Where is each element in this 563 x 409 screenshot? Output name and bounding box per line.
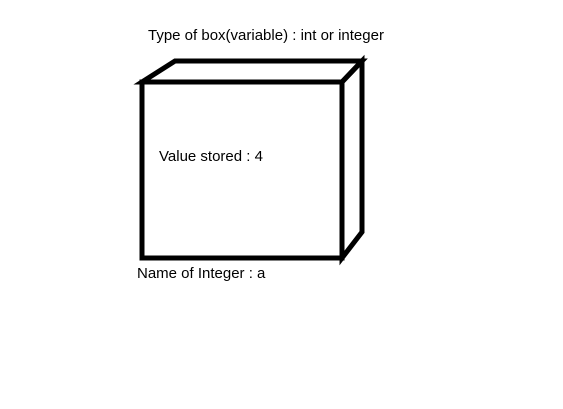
box-top-face xyxy=(133,58,368,85)
stored-value-label: Value stored : 4 xyxy=(159,148,263,165)
variable-name-label: Name of Integer : a xyxy=(137,265,266,282)
box-front-face xyxy=(139,79,345,261)
box-right-face xyxy=(339,54,365,266)
variable-type-label: Type of box(variable) : int or integer xyxy=(148,27,384,44)
